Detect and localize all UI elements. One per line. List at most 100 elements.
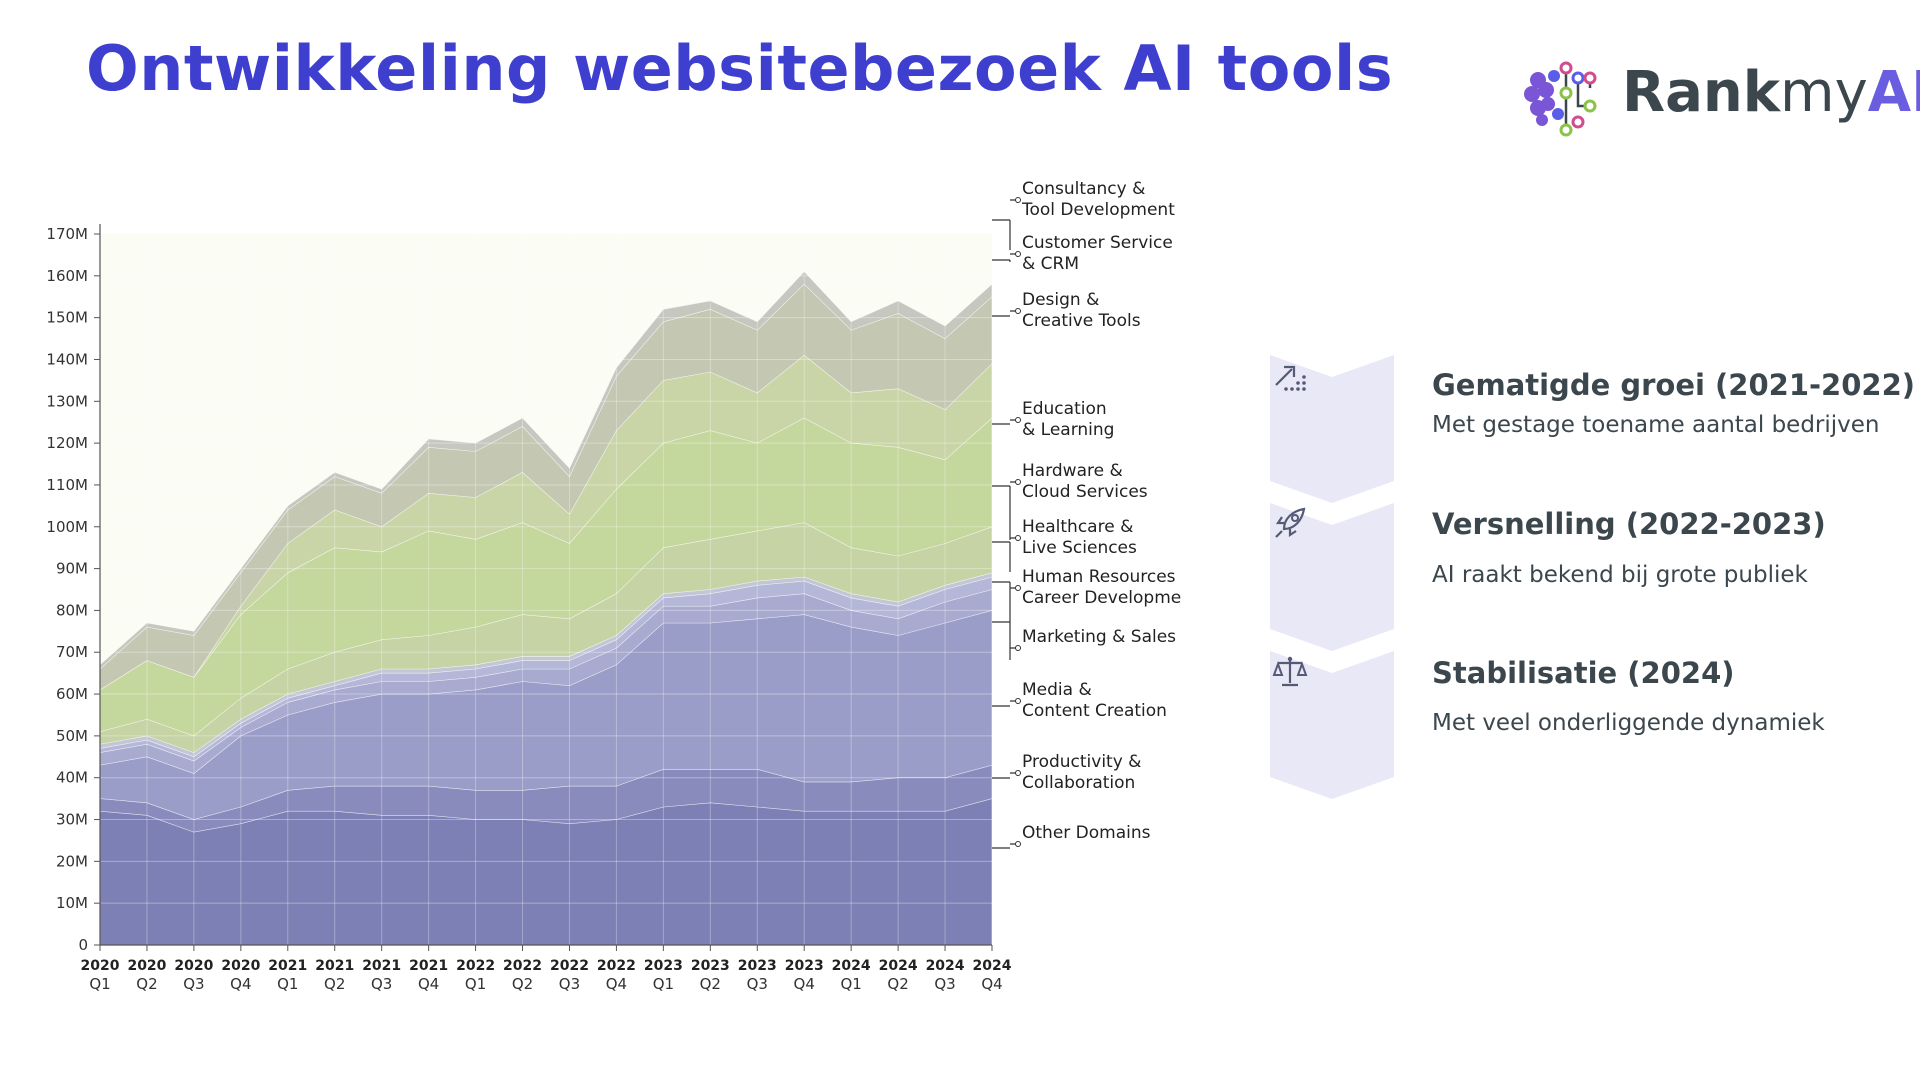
legend-dot xyxy=(1015,197,1021,203)
y-tick-label: 20M xyxy=(56,852,88,870)
legend-label: Productivity & xyxy=(1022,752,1141,772)
legend-label-line2: Tool Development xyxy=(1021,200,1175,220)
legend-connector xyxy=(992,700,1018,707)
x-tick-label-year: 2024 xyxy=(926,958,965,974)
step-3-subtitle: Met veel onderliggende dynamiek xyxy=(1432,710,1825,736)
step-marker-1 xyxy=(1270,355,1394,503)
x-tick-label-year: 2023 xyxy=(738,958,777,974)
x-tick-label-quarter: Q2 xyxy=(324,975,345,993)
y-tick-label: 30M xyxy=(56,811,88,829)
x-tick-label-quarter: Q1 xyxy=(89,975,110,993)
y-tick-label: 10M xyxy=(56,894,88,912)
x-tick-label-quarter: Q3 xyxy=(183,975,204,993)
y-tick-label: 150M xyxy=(46,309,88,327)
scale-icon xyxy=(1272,656,1308,687)
step-2-title: Versnelling (2022-2023) xyxy=(1432,507,1826,541)
x-tick-label-quarter: Q4 xyxy=(418,975,439,993)
legend-label-line2: Live Sciences xyxy=(1022,538,1137,558)
x-tick-label-year: 2022 xyxy=(597,958,636,974)
rankmyai-logo: RankmyAI xyxy=(1520,58,1920,138)
y-tick-label: 100M xyxy=(46,518,88,536)
x-tick-label-year: 2021 xyxy=(362,958,401,974)
legend-label: Healthcare & xyxy=(1022,517,1133,537)
x-tick-label-quarter: Q1 xyxy=(277,975,298,993)
x-tick-label-year: 2020 xyxy=(81,958,120,974)
chart-svg: 0 10M 20M 30M 40M 50M 60M 70M 80M 90M 100M 110M 120M… xyxy=(46,179,1181,993)
legend-label: Other Domains xyxy=(1022,823,1151,843)
x-tick-label-year: 2020 xyxy=(127,958,166,974)
y-tick-label: 40M xyxy=(56,769,88,787)
rocket-icon xyxy=(1275,507,1306,538)
step-3-title: Stabilisatie (2024) xyxy=(1432,656,1735,690)
x-tick-label-quarter: Q4 xyxy=(794,975,815,993)
step-2-subtitle: AI raakt bekend bij grote publiek xyxy=(1432,562,1808,588)
legend-connector xyxy=(992,621,1018,660)
legend-dot xyxy=(1015,585,1021,591)
legend-connector xyxy=(992,310,1018,317)
y-tick-label: 50M xyxy=(56,727,88,745)
x-tick-label-quarter: Q4 xyxy=(981,975,1002,993)
legend-dot xyxy=(1015,308,1021,314)
x-tick-label-quarter: Q4 xyxy=(230,975,251,993)
legend-dot xyxy=(1015,535,1021,541)
x-tick-label-year: 2023 xyxy=(644,958,683,974)
x-tick-label-quarter: Q1 xyxy=(840,975,861,993)
x-tick-label-year: 2022 xyxy=(550,958,589,974)
legend-label: Hardware & xyxy=(1022,461,1123,481)
x-tick-label-year: 2024 xyxy=(973,958,1012,974)
legend-connector xyxy=(992,199,1018,250)
legend-label-line2: Cloud Services xyxy=(1022,482,1148,502)
x-tick-label-year: 2021 xyxy=(315,958,354,974)
legend-connector xyxy=(992,253,1018,262)
y-tick-label: 80M xyxy=(56,601,88,619)
legend-dot xyxy=(1015,698,1021,704)
x-tick-label-year: 2021 xyxy=(268,958,307,974)
legend-connector xyxy=(992,843,1018,849)
x-tick-label-quarter: Q1 xyxy=(653,975,674,993)
y-tick-label: 70M xyxy=(56,643,88,661)
step-1-subtitle: Met gestage toename aantal bedrijven xyxy=(1432,412,1880,438)
x-tick-label-year: 2022 xyxy=(503,958,542,974)
page-title: Ontwikkeling websitebezoek AI tools xyxy=(86,32,1394,105)
legend-label-line2: & Learning xyxy=(1022,420,1114,440)
legend-label: Marketing & Sales xyxy=(1022,627,1176,647)
legend-dot xyxy=(1015,841,1021,847)
x-tick-label-quarter: Q3 xyxy=(371,975,392,993)
y-tick-label: 60M xyxy=(56,685,88,703)
step-marker-3 xyxy=(1270,651,1394,799)
x-tick-label-year: 2023 xyxy=(785,958,824,974)
x-tick-label-quarter: Q3 xyxy=(747,975,768,993)
legend-connector xyxy=(992,481,1018,540)
x-tick-label-year: 2022 xyxy=(456,958,495,974)
y-tick-label: 90M xyxy=(56,560,88,578)
highlights-panel: Gematigde groei (2021-2022) Met gestage … xyxy=(1270,350,1915,810)
step-1-title: Gematigde groei (2021-2022) xyxy=(1432,368,1916,402)
legend-connector xyxy=(992,419,1018,425)
logo-wordmark: RankmyAI xyxy=(1622,60,1920,125)
stacked-area-chart: 0 10M 20M 30M 40M 50M 60M 70M 80M 90M 100M 110M 120M… xyxy=(0,170,1220,1030)
y-tick-label: 140M xyxy=(46,350,88,368)
x-tick-label-year: 2023 xyxy=(691,958,730,974)
x-tick-label-quarter: Q2 xyxy=(136,975,157,993)
legend-label-line2: Content Creation xyxy=(1022,701,1167,721)
legend-dot xyxy=(1015,417,1021,423)
legend-label-line2: & CRM xyxy=(1022,254,1079,274)
legend-label-line2: Creative Tools xyxy=(1022,311,1141,331)
x-tick-label-quarter: Q2 xyxy=(512,975,533,993)
legend-label: Consultancy & xyxy=(1022,179,1145,199)
y-tick-label: 160M xyxy=(46,267,88,285)
legend-label: Design & xyxy=(1022,290,1099,310)
y-tick-label: 110M xyxy=(46,476,88,494)
x-tick-label-year: 2024 xyxy=(832,958,871,974)
legend-dot xyxy=(1015,770,1021,776)
x-tick-label-quarter: Q1 xyxy=(465,975,486,993)
legend-connector xyxy=(992,772,1018,779)
x-tick-label-year: 2020 xyxy=(174,958,213,974)
legend-label-line2: Career Developme xyxy=(1022,588,1181,608)
legend-connector xyxy=(992,581,1018,622)
y-tick-label: 0 xyxy=(78,936,88,954)
x-tick-label-year: 2024 xyxy=(879,958,918,974)
area-series-10 xyxy=(99,271,993,670)
legend-label: Media & xyxy=(1022,680,1092,700)
x-tick-label-quarter: Q2 xyxy=(887,975,908,993)
